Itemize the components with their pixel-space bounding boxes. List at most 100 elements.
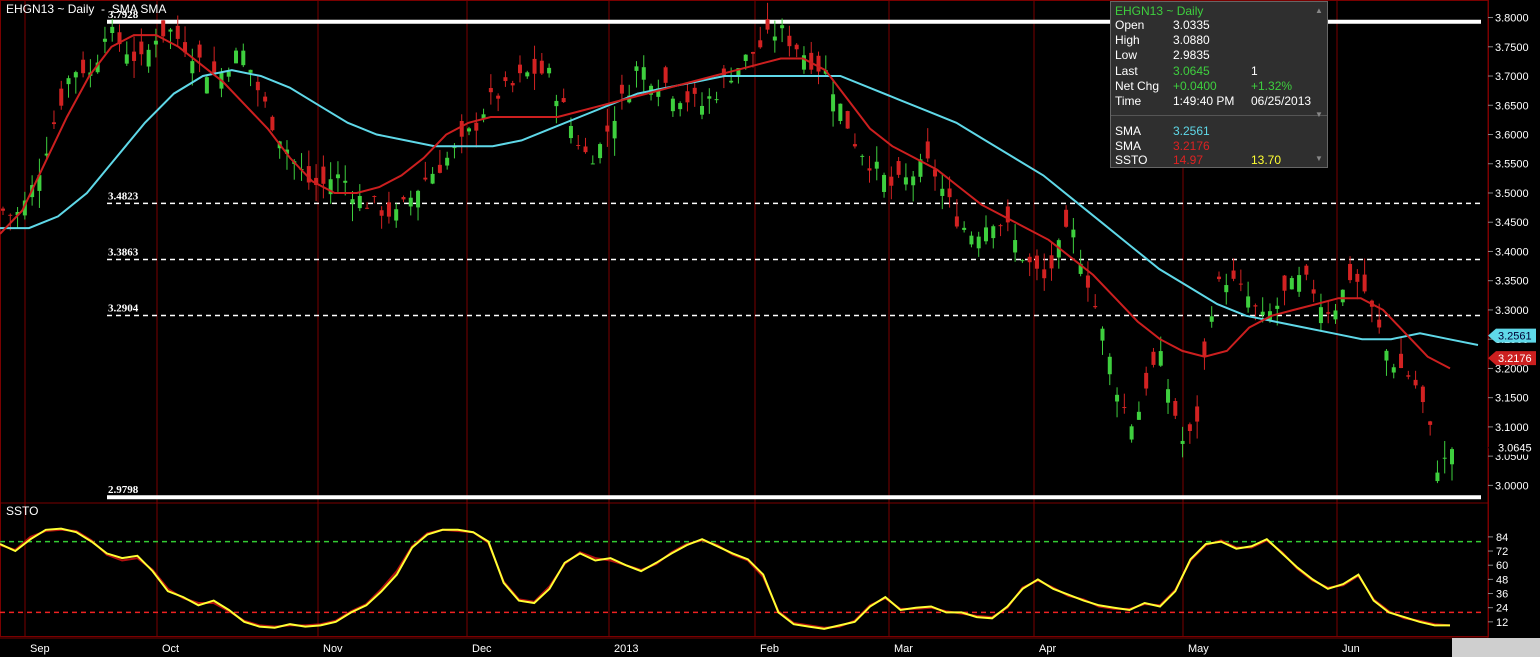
ssto-panel: 84 72 60 48 36 24 12 [0, 527, 1508, 630]
candle-up [1340, 289, 1345, 303]
sma-lines [0, 34, 1479, 370]
candle-up [969, 235, 974, 245]
candle-down [1049, 255, 1054, 269]
level-label: 3.2904 [108, 303, 139, 315]
candle-up [729, 80, 734, 83]
ssto-tick-label: 48 [1496, 574, 1508, 586]
candle-down [1348, 263, 1353, 281]
candle-up [1100, 328, 1105, 341]
candle-down [1326, 312, 1331, 314]
candle-down [1093, 305, 1098, 308]
candle-up [598, 144, 603, 159]
candle-up [1224, 285, 1229, 293]
candle-up [860, 155, 865, 157]
month-label: Oct [162, 643, 179, 655]
candle-up [590, 163, 595, 165]
price-tick-label: 3.1500 [1495, 393, 1529, 405]
candle-down [386, 202, 391, 217]
candle-up [66, 78, 71, 85]
candle-down [1173, 401, 1178, 416]
ssto-tick-label: 84 [1496, 532, 1508, 544]
candle-down [1399, 353, 1404, 369]
candle-down [852, 144, 857, 147]
level-label: 3.4823 [108, 190, 139, 202]
candle-down [1027, 256, 1032, 263]
candle-down [605, 125, 610, 132]
candle-up [1246, 296, 1251, 308]
candle-down [867, 168, 872, 171]
candle-up [226, 71, 231, 77]
data-window[interactable]: EHGN13 ~ Daily ▲ Open 3.0335 High 3.0880… [1110, 1, 1328, 168]
candle-up [1297, 275, 1302, 292]
candle-up [1107, 356, 1112, 375]
price-tick-label: 3.4500 [1495, 217, 1529, 229]
candle-up [234, 50, 239, 64]
candle-down [1144, 372, 1149, 389]
candle-down [510, 83, 515, 86]
candle-down [401, 197, 406, 200]
month-label: Dec [472, 643, 492, 655]
candle-up [335, 174, 340, 179]
ssto-tick-label: 36 [1496, 589, 1508, 601]
candle-up [430, 173, 435, 184]
candle-down [1, 208, 5, 211]
candle-up [991, 226, 996, 239]
candle-down [270, 116, 275, 131]
candle-down [692, 87, 697, 94]
candle-down [765, 19, 770, 30]
candle-down [619, 84, 624, 94]
candle-up [1289, 278, 1294, 290]
price-axis: 3.8000 3.7500 3.7000 3.6500 3.6000 3.5500 3.50… [1488, 13, 1529, 492]
candle-down [197, 44, 202, 58]
candle-down [459, 120, 464, 137]
candle-down [81, 59, 86, 74]
sma-slow-line [0, 69, 1479, 346]
candle-down [794, 44, 799, 50]
candle-up [481, 114, 486, 120]
candle-down [1238, 283, 1243, 285]
candle-up [452, 147, 457, 149]
candle-down [1413, 379, 1418, 386]
sma-slow-tag-bg [1488, 328, 1536, 343]
candle-up [445, 157, 450, 166]
candle-up [408, 197, 413, 207]
candle-up [284, 149, 289, 154]
candle-up [656, 88, 661, 97]
candle-up [940, 188, 945, 196]
candle-up [153, 40, 158, 45]
month-label: Jun [1342, 643, 1360, 655]
axis-tags: 3.2561 3.2176 3.0645 [1452, 328, 1540, 657]
candle-up [525, 72, 530, 77]
sma-fast-tag-bg [1488, 351, 1536, 366]
candle-up [714, 99, 719, 101]
candle-up [743, 54, 748, 61]
candle-down [663, 67, 668, 83]
candle-up [1158, 351, 1163, 366]
candle-up [612, 120, 617, 139]
candle-down [1042, 269, 1047, 279]
candle-down [175, 25, 180, 39]
scroll-up-icon[interactable]: ▲ [1315, 6, 1323, 15]
candle-down [132, 51, 137, 61]
ssto-title: SSTO [6, 504, 39, 518]
candle-down [1362, 274, 1367, 292]
candle-down [212, 61, 217, 74]
candle-up [700, 105, 705, 115]
candle-down [998, 225, 1003, 227]
candlesticks [1, 2, 1454, 484]
month-label: 2013 [614, 643, 638, 655]
candle-up [1013, 240, 1018, 253]
candle-up [15, 211, 20, 216]
candle-down [139, 41, 144, 55]
ssto-tick-label: 60 [1496, 560, 1508, 572]
scroll-down-icon[interactable]: ▼ [1315, 110, 1323, 119]
ssto-d-line [0, 527, 1450, 630]
candle-up [911, 176, 916, 186]
scroll-down-icon-2[interactable]: ▼ [1315, 154, 1323, 163]
time-axis: Sep Oct Nov Dec 2013 Feb Mar Apr May Jun [0, 637, 1488, 655]
candle-down [954, 216, 959, 227]
candle-up [102, 38, 107, 42]
candle-down [263, 96, 268, 102]
candle-down [787, 35, 792, 47]
